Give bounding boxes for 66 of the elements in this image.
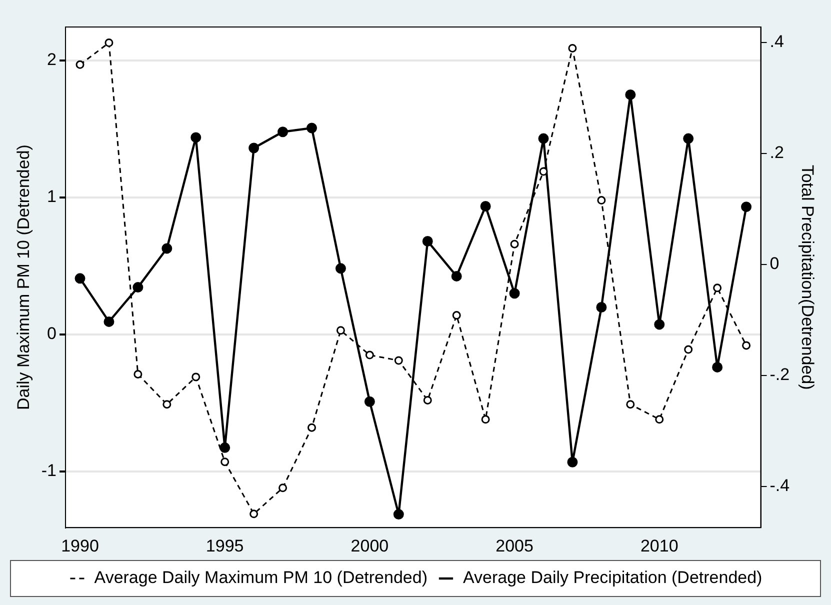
point <box>335 263 346 274</box>
point <box>308 423 316 432</box>
y-axis-title: Daily Maximum PM 10 (Detrended) <box>14 144 33 410</box>
y2-tick-label: -.4 <box>770 476 790 496</box>
point <box>132 282 144 293</box>
y2-tick-label: -.2 <box>770 365 790 384</box>
point <box>625 89 636 100</box>
point <box>365 350 374 360</box>
point <box>336 326 345 335</box>
point <box>452 311 461 320</box>
point <box>684 345 693 354</box>
point <box>626 400 635 409</box>
point <box>538 133 549 144</box>
point <box>393 509 404 520</box>
point <box>741 202 752 212</box>
x-tick-label: 2000 <box>350 536 389 556</box>
y2-tick-label: 0 <box>770 254 780 274</box>
point <box>162 400 172 409</box>
point <box>423 396 432 404</box>
point <box>364 396 375 407</box>
point <box>509 288 520 299</box>
point <box>597 196 606 205</box>
point <box>655 415 664 424</box>
x-tick-label: 2010 <box>640 536 678 556</box>
y2-tick-label: .4 <box>770 32 784 52</box>
point <box>422 236 433 246</box>
point <box>190 132 202 143</box>
point <box>220 458 230 466</box>
point <box>394 356 403 365</box>
point <box>306 122 317 134</box>
point <box>742 341 751 350</box>
point <box>596 302 607 313</box>
point <box>654 319 665 330</box>
x-tick-label: 1995 <box>206 536 244 556</box>
point <box>713 284 722 292</box>
point <box>278 484 288 492</box>
x-tick-label: 1990 <box>61 536 99 556</box>
point <box>451 270 462 282</box>
y-tick-label: -1 <box>41 461 57 480</box>
point <box>712 362 723 372</box>
point <box>567 456 578 468</box>
y2-tick-label: .2 <box>770 143 784 162</box>
legend-label: Average Daily Maximum PM 10 (Detrended) <box>94 568 428 588</box>
point <box>250 510 258 518</box>
point <box>248 142 260 154</box>
point <box>162 243 172 254</box>
point <box>539 167 548 176</box>
y-tick-label: 0 <box>47 324 57 344</box>
y-tick-label: 1 <box>47 187 57 206</box>
point <box>683 133 694 144</box>
y-tick-label: 2 <box>47 50 57 70</box>
point <box>134 370 142 378</box>
x-tick-label: 2005 <box>496 536 534 556</box>
point <box>74 273 86 284</box>
point <box>480 201 491 212</box>
point <box>278 126 288 138</box>
point <box>220 442 230 453</box>
point <box>481 415 490 424</box>
point <box>76 60 84 69</box>
legend-label: Average Daily Precipitation (Detrended) <box>462 568 762 588</box>
point <box>104 316 114 327</box>
y2-axis-title: Total Precipitation(Detrended) <box>798 164 818 390</box>
point <box>568 44 577 52</box>
point <box>192 372 200 382</box>
point <box>104 38 114 47</box>
point <box>510 240 519 248</box>
